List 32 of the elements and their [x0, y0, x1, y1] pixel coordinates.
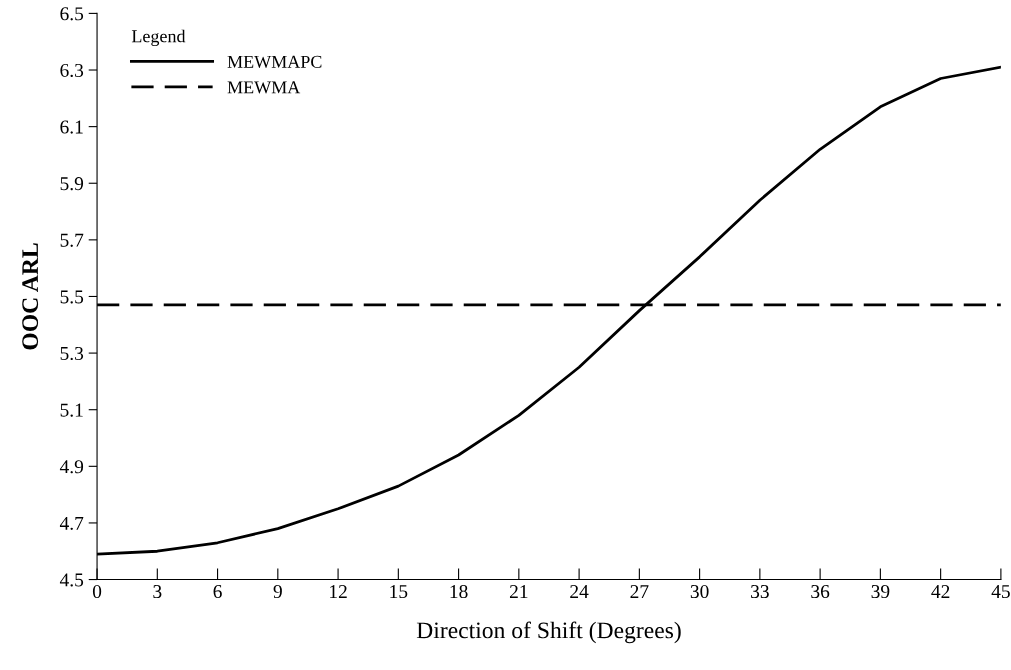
- x-tick-label: 30: [690, 584, 709, 599]
- x-tick-label: 15: [390, 585, 408, 599]
- x-tick-label: 45: [991, 585, 1010, 599]
- x-tick-label: 3: [153, 585, 162, 599]
- legend-title: Legend: [131, 29, 186, 47]
- x-tick-label: 42: [931, 585, 950, 598]
- y-tick-label: 5.3: [60, 346, 84, 361]
- x-tick-label: 27: [630, 585, 649, 598]
- x-axis-title: Direction of Shift (Degrees): [416, 621, 681, 644]
- x-tick-label: 21: [509, 585, 528, 598]
- x-tick-label: 9: [273, 585, 282, 599]
- x-tick-label: 33: [751, 585, 769, 599]
- x-tick-label: 39: [871, 585, 890, 599]
- y-tick-label: 5.5: [60, 290, 84, 304]
- y-tick-label: 4.5: [59, 573, 84, 587]
- legend-label: MEWMAPC: [227, 55, 322, 69]
- y-tick-label: 6.5: [60, 7, 84, 21]
- y-tick-label: 6.3: [60, 63, 84, 78]
- y-axis-title: OOC ARL: [22, 243, 39, 350]
- y-tick-label: 4.9: [59, 460, 84, 474]
- x-tick-label: 36: [811, 585, 830, 599]
- legend-label: MEWMA: [227, 81, 301, 94]
- x-tick-label: 0: [92, 584, 102, 599]
- x-tick-label: 18: [450, 584, 468, 599]
- y-tick-label: 4.7: [59, 516, 84, 530]
- x-tick-label: 12: [330, 585, 347, 598]
- y-tick-label: 6.1: [60, 120, 83, 134]
- y-tick-label: 5.1: [60, 403, 83, 417]
- y-tick-label: 5.9: [60, 177, 84, 191]
- x-tick-label: 24: [570, 585, 589, 598]
- x-tick-label: 6: [213, 585, 222, 599]
- y-tick-label: 5.7: [60, 233, 84, 247]
